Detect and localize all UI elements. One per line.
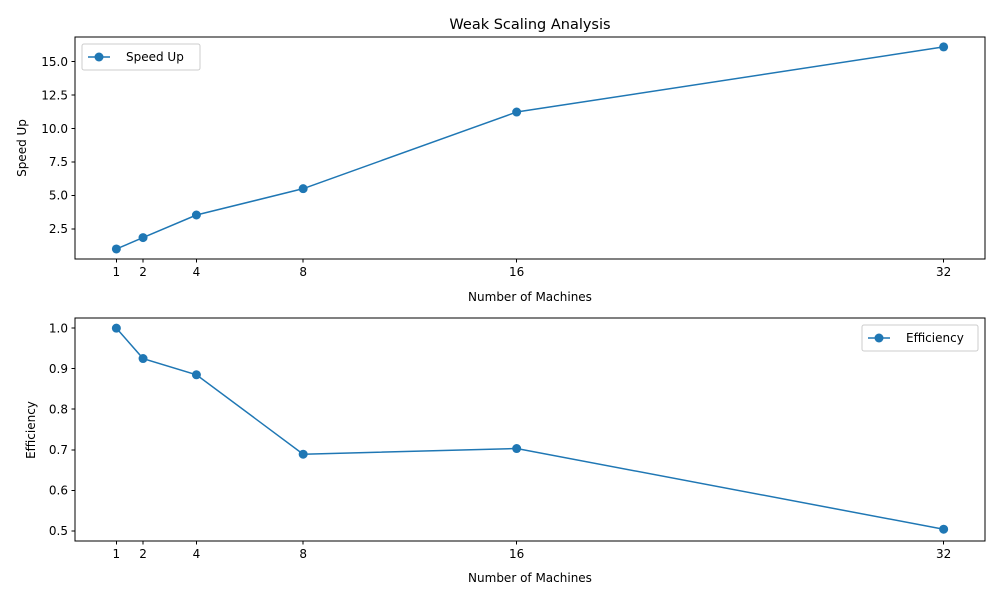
speedup-y-tick-label: 10.0 xyxy=(41,122,68,136)
speedup-x-tick-label: 1 xyxy=(113,265,121,279)
speedup-legend-marker xyxy=(94,52,104,62)
efficiency-x-tick-label: 32 xyxy=(936,547,951,561)
speedup-series-line xyxy=(116,46,944,250)
speedup-y-tick-label: 5.0 xyxy=(49,189,68,203)
speedup-x-tick-label: 8 xyxy=(299,265,307,279)
speedup-data-point xyxy=(111,244,121,254)
speedup-y-tick-label: 2.5 xyxy=(49,222,68,236)
speedup-x-tick-label: 16 xyxy=(509,265,524,279)
efficiency-x-tick-label: 8 xyxy=(299,547,307,561)
speedup-series xyxy=(111,42,949,254)
speedup-plot-frame xyxy=(74,36,986,260)
efficiency-x-tick-label: 1 xyxy=(113,547,121,561)
speedup-legend: Speed Up xyxy=(81,43,201,71)
speedup-x-tick-label: 2 xyxy=(139,265,147,279)
chart-title: Weak Scaling Analysis xyxy=(449,17,610,33)
efficiency-legend: Efficiency xyxy=(861,324,979,352)
efficiency-x-tick-label: 2 xyxy=(139,547,147,561)
efficiency-y-tick-label: 1.0 xyxy=(49,321,68,335)
efficiency-data-point xyxy=(191,370,201,380)
speedup-y-ticks: 2.5 5.0 7.5 10.0 12.5 15.0 xyxy=(41,55,75,236)
efficiency-plot-frame xyxy=(74,317,986,542)
speedup-x-tick-label: 32 xyxy=(936,265,951,279)
speedup-x-axis-label: Number of Machines xyxy=(468,290,592,304)
speedup-legend-box xyxy=(81,43,201,71)
speedup-x-ticks: 1 2 4 8 16 32 xyxy=(113,259,951,279)
efficiency-y-ticks: 0.5 0.6 0.7 0.8 0.9 1.0 xyxy=(49,321,75,538)
speedup-data-point xyxy=(298,184,308,194)
efficiency-y-tick-label: 0.9 xyxy=(49,362,68,376)
efficiency-data-point xyxy=(512,444,522,454)
speedup-y-tick-label: 12.5 xyxy=(41,88,68,102)
speedup-data-point xyxy=(138,233,148,243)
speedup-plot: 1 2 4 8 16 32 2.5 5.0 7.5 10.0 12.5 15.0 Number of… xyxy=(15,36,986,304)
speedup-data-point xyxy=(512,107,522,117)
efficiency-data-point xyxy=(111,323,121,333)
speedup-data-point xyxy=(191,210,201,220)
efficiency-series-line xyxy=(115,327,944,530)
efficiency-legend-box xyxy=(861,324,979,352)
efficiency-x-tick-label: 4 xyxy=(193,547,201,561)
efficiency-plot: 1 2 4 8 16 32 0.5 0.6 0.7 0.8 0.9 1.0 Number of Ma… xyxy=(24,317,986,585)
speedup-legend-label: Speed Up xyxy=(126,50,184,64)
efficiency-x-ticks: 1 2 4 8 16 32 xyxy=(113,541,951,561)
speedup-data-point xyxy=(939,42,949,52)
efficiency-y-tick-label: 0.8 xyxy=(49,402,68,416)
efficiency-y-tick-label: 0.5 xyxy=(49,524,68,538)
speedup-y-axis-label: Speed Up xyxy=(15,119,29,177)
efficiency-legend-marker xyxy=(874,333,884,343)
efficiency-x-tick-label: 16 xyxy=(509,547,524,561)
efficiency-data-point xyxy=(939,524,949,534)
efficiency-y-tick-label: 0.6 xyxy=(49,484,68,498)
speedup-y-tick-label: 15.0 xyxy=(41,55,68,69)
efficiency-series xyxy=(111,323,949,534)
efficiency-data-point xyxy=(138,354,148,364)
efficiency-x-axis-label: Number of Machines xyxy=(468,571,592,585)
speedup-y-tick-label: 7.5 xyxy=(49,155,68,169)
efficiency-data-point xyxy=(298,449,308,459)
speedup-x-tick-label: 4 xyxy=(193,265,201,279)
efficiency-y-axis-label: Efficiency xyxy=(24,401,38,459)
efficiency-y-tick-label: 0.7 xyxy=(49,443,68,457)
efficiency-legend-label: Efficiency xyxy=(906,331,964,345)
